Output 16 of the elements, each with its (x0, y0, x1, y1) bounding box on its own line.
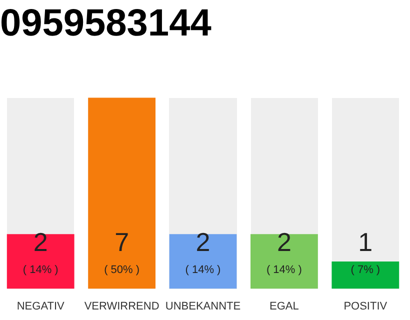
data-label: 1 (358, 226, 373, 257)
x-tick-label: NEGATIV (16, 300, 65, 312)
x-tick-label: EGAL (270, 300, 299, 312)
x-tick-label: POSITIV (344, 300, 388, 312)
chart-title: 0959583144 (0, 2, 212, 44)
x-tick-label: VERWIRREND (84, 300, 160, 312)
data-label: 7 (114, 226, 130, 257)
data-label: 2 (33, 226, 48, 257)
annotation: ( 14% ) (266, 264, 302, 276)
annotation: ( 14% ) (22, 264, 58, 276)
annotation: ( 7% ) (350, 264, 380, 276)
data-label: 2 (196, 226, 210, 257)
annotation: ( 50% ) (104, 264, 140, 276)
x-tick-label: UNBEKANNTE (165, 300, 241, 312)
data-label: 2 (276, 226, 292, 257)
annotation: ( 14% ) (185, 264, 221, 276)
